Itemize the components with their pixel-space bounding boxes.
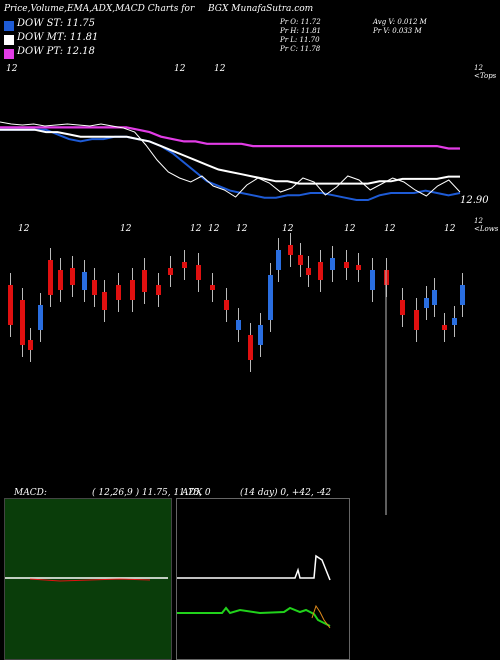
stat-volume: Pr V: 0.033 M — [373, 27, 422, 35]
candle-body — [156, 285, 161, 295]
candle-body — [298, 255, 303, 265]
candle-body — [142, 270, 147, 292]
ema-lines — [0, 121, 461, 201]
candle-body — [38, 305, 43, 330]
ema-line-2 — [0, 126, 460, 150]
adx-label: ADX — [182, 488, 203, 498]
candle-body — [276, 250, 281, 270]
candle-body — [210, 285, 215, 290]
stat-avg-volume: Avg V: 0.012 M — [373, 18, 427, 26]
candle-body — [70, 268, 75, 285]
candle-body — [168, 268, 173, 275]
legend-swatch-mt — [4, 35, 14, 45]
candle-body — [224, 300, 229, 310]
candle-body — [370, 270, 375, 290]
mid-tick-9: 12 — [444, 224, 456, 234]
candle-body — [116, 285, 121, 300]
candle-body — [196, 265, 201, 280]
candle-body — [258, 325, 263, 345]
lows-label: 12 <Lows — [474, 217, 499, 233]
legend-dow-st: DOW ST: 11.75 — [4, 18, 154, 32]
top-tick-left: 12 — [6, 64, 18, 74]
mid-tick-8: 12 — [384, 224, 396, 234]
site-title: BGX MunafaSutra.com — [208, 4, 314, 14]
candle-body — [432, 290, 437, 305]
candle-body — [82, 272, 87, 290]
candle-body — [318, 262, 323, 280]
mid-tick-1: 12 — [18, 224, 30, 234]
ema-line-1 — [0, 128, 460, 185]
top-tick-mid: 12 — [174, 64, 186, 74]
tops-label: 12 <Tops — [474, 64, 497, 80]
candle-body — [460, 285, 465, 305]
macd-params: ( 12,26,9 ) 11.75, 11.75, 0 — [92, 488, 211, 498]
candle-body — [28, 340, 33, 350]
legend-swatch-st — [4, 21, 14, 31]
candle-body — [92, 280, 97, 295]
candles — [8, 233, 465, 515]
candle-body — [356, 265, 361, 270]
mid-tick-7: 12 — [344, 224, 356, 234]
candle-body — [48, 260, 53, 295]
candle-body — [330, 258, 335, 270]
candle-body — [268, 275, 273, 320]
candle-body — [288, 245, 293, 255]
candle-body — [8, 285, 13, 325]
top-tick-right: 12 — [214, 64, 226, 74]
legend-label-mt: DOW MT: 11.81 — [17, 32, 99, 43]
mid-tick-4: 12 — [208, 224, 220, 234]
candle-body — [248, 335, 253, 360]
legend-label-pt: DOW PT: 12.18 — [17, 46, 95, 57]
macd-panel — [4, 498, 172, 660]
macd-label: MACD: — [14, 488, 47, 498]
candle-body — [442, 325, 447, 330]
candle-body — [424, 298, 429, 308]
price-line — [0, 121, 461, 198]
mid-tick-6: 12 — [282, 224, 294, 234]
mid-tick-5: 12 — [236, 224, 248, 234]
adx-params: (14 day) 0, +42, -42 — [240, 488, 332, 498]
chart-title: Price,Volume,EMA,ADX,MACD Charts for — [4, 4, 195, 14]
mid-tick-3: 12 — [190, 224, 202, 234]
candle-body — [452, 318, 457, 325]
legend-dow-pt: DOW PT: 12.18 — [4, 46, 154, 60]
stat-close: Pr C: 11.78 — [280, 45, 321, 53]
mid-tick-2: 12 — [120, 224, 132, 234]
candle-body — [20, 300, 25, 345]
candle-body — [306, 268, 311, 275]
stat-high: Pr H: 11.81 — [280, 27, 322, 35]
candle-body — [344, 262, 349, 268]
stat-open: Pr O: 11.72 — [280, 18, 321, 26]
candle-body — [102, 292, 107, 310]
legend-label-st: DOW ST: 11.75 — [17, 18, 96, 29]
ema-line-0 — [0, 128, 461, 201]
candle-body — [400, 300, 405, 315]
adx-panel — [176, 498, 350, 660]
stat-low: Pr L: 11.70 — [280, 36, 320, 44]
candle-body — [414, 310, 419, 330]
legend-swatch-pt — [4, 49, 14, 59]
last-price-label: 12.90 — [460, 195, 489, 206]
candle-body — [236, 320, 241, 330]
legend-dow-mt: DOW MT: 11.81 — [4, 32, 154, 46]
candle-body — [182, 262, 187, 268]
candle-body — [130, 280, 135, 300]
candle-body — [58, 270, 63, 290]
